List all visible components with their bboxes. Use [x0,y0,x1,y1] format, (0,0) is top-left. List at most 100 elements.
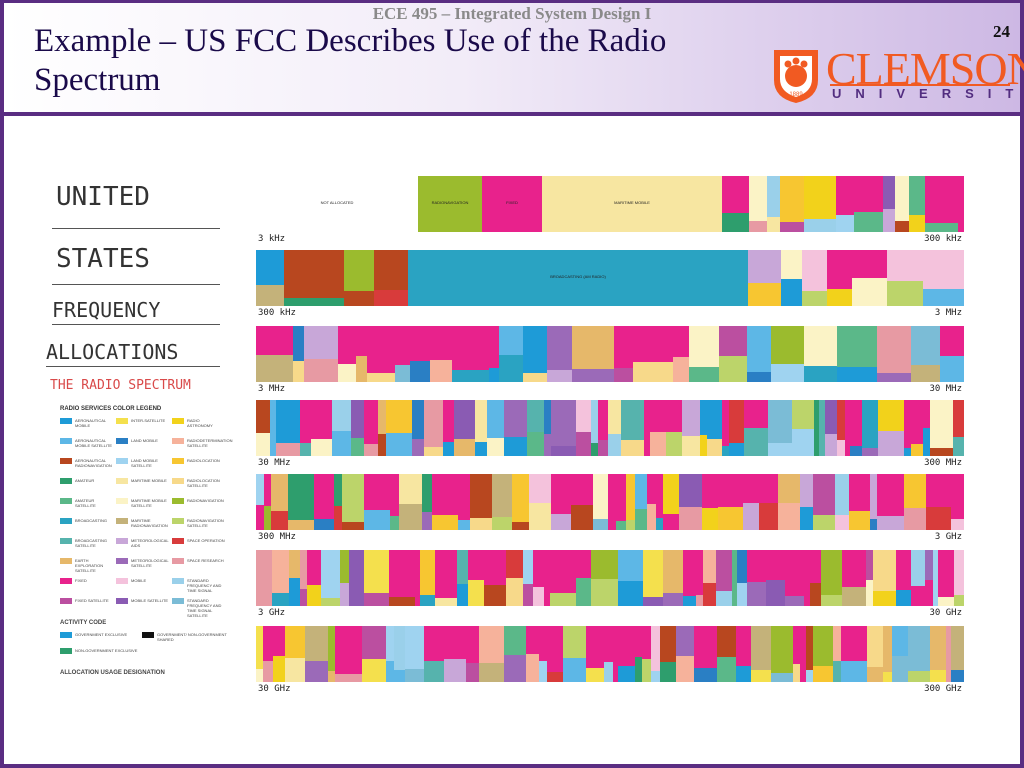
allocation-sub-block [284,298,344,306]
allocation-sub-block [854,212,883,232]
allocation-block: BROADCASTING (AM RADIO) [408,250,749,306]
allocation-block [911,550,926,606]
legend-label: METEOROLOGICAL AIDS [131,538,169,548]
allocation-sub-block [716,591,732,606]
allocation-block [335,626,363,682]
allocation-block [650,400,667,456]
allocation-block [410,326,431,382]
allocation-block [374,250,409,306]
allocation-sub-block [591,443,598,456]
allocation-block [492,474,513,530]
allocation-sub-block [825,434,837,456]
allocation-sub-block [911,365,940,382]
legend-swatch [116,438,128,444]
legend-swatch [116,578,128,584]
allocation-block [841,626,868,682]
allocation-block [608,400,622,456]
allocation-sub-block [362,659,386,682]
band-start-label: 300 MHz [258,532,296,542]
legend-swatch [172,598,184,604]
allocation-sub-block [837,367,877,382]
allocation-sub-block [452,370,489,382]
allocation-sub-block [747,582,766,606]
allocation-sub-block [338,364,356,382]
allocation-sub-block [908,671,930,682]
allocation-sub-block [527,432,544,456]
allocation-sub-block [736,666,751,682]
allocation-block [958,176,964,232]
allocation-block [930,400,954,456]
allocation-block [751,626,772,682]
band-start-label: 30 GHz [258,684,291,694]
allocation-sub-block [827,289,852,306]
allocation-block [344,250,375,306]
allocation-sub-block [909,215,925,232]
allocation-block [877,326,912,382]
allocation-sub-block [766,580,785,606]
allocation-sub-block [399,504,422,530]
allocation-sub-block [504,655,526,682]
allocation-sub-block [904,508,926,530]
allocation-block [835,474,850,530]
allocation-block [837,326,878,382]
allocation-sub-block [289,578,300,606]
activity-label: GOVERNMENT EXCLUSIVE [75,632,128,637]
legend-label: AERONAUTICAL RADIONAVIGATION [75,458,112,468]
allocation-block [951,474,964,530]
allocation-sub-block [328,671,335,682]
legend-swatch [172,558,184,564]
allocation-sub-block [591,579,618,606]
allocation-sub-block [954,595,964,606]
allocation-sub-block [340,583,349,606]
frequency-allocation-chart: UNITED STATES FREQUENCY ALLOCATIONS THE … [46,160,968,700]
legend-label: MARITIME RADIONAVIGATION [131,518,168,528]
allocation-sub-block [351,438,364,456]
allocation-sub-block [529,503,551,530]
allocation-block [256,550,273,606]
logo-year: 1889 [789,92,803,98]
allocation-block [911,326,941,382]
allocation-block [717,626,737,682]
allocation-sub-block [422,512,432,530]
allocation-block [586,626,605,682]
allocation-sub-block [293,361,304,382]
allocation-sub-block [878,431,904,456]
allocation-block [256,326,294,382]
band-start-label: 3 kHz [258,234,286,244]
allocation-sub-block [551,446,576,456]
legend-swatch [116,498,128,504]
allocation-sub-block [492,517,512,530]
allocation-sub-block [307,585,321,606]
allocation-sub-block [458,520,470,530]
allocation-sub-block [621,440,644,456]
allocation-sub-block [272,593,289,606]
allocation-sub-block [356,356,367,382]
allocation-sub-block [618,666,635,682]
allocation-sub-block [389,597,415,606]
logo-rule [830,84,1010,86]
allocation-block [576,400,592,456]
clemson-logo: 1889 CLEMSON UNIVERSITY [768,43,1024,106]
legend-swatch [116,598,128,604]
allocation-sub-block [642,659,651,682]
band-start-label: 30 MHz [258,458,291,468]
allocation-sub-block [866,580,873,606]
allocation-sub-block [877,373,911,382]
allocation-sub-block [435,598,457,606]
band-end-label: 300 kHz [924,234,962,244]
legend-swatch [60,478,72,484]
allocation-sub-block [771,673,793,682]
allocation-block [432,474,459,530]
allocation-sub-block [951,519,964,530]
allocation-sub-block [444,659,466,682]
allocation-sub-block [256,582,272,606]
legend-swatch [60,518,72,524]
allocation-sub-block [737,583,747,606]
allocation-sub-block [923,289,964,306]
legend-label: STANDARD FREQUENCY AND TIME SIGNAL [187,578,222,593]
allocation-sub-block [547,672,563,682]
allocation-sub-block [256,433,270,456]
allocation-sub-block [781,279,802,306]
allocation-sub-block [479,663,504,682]
